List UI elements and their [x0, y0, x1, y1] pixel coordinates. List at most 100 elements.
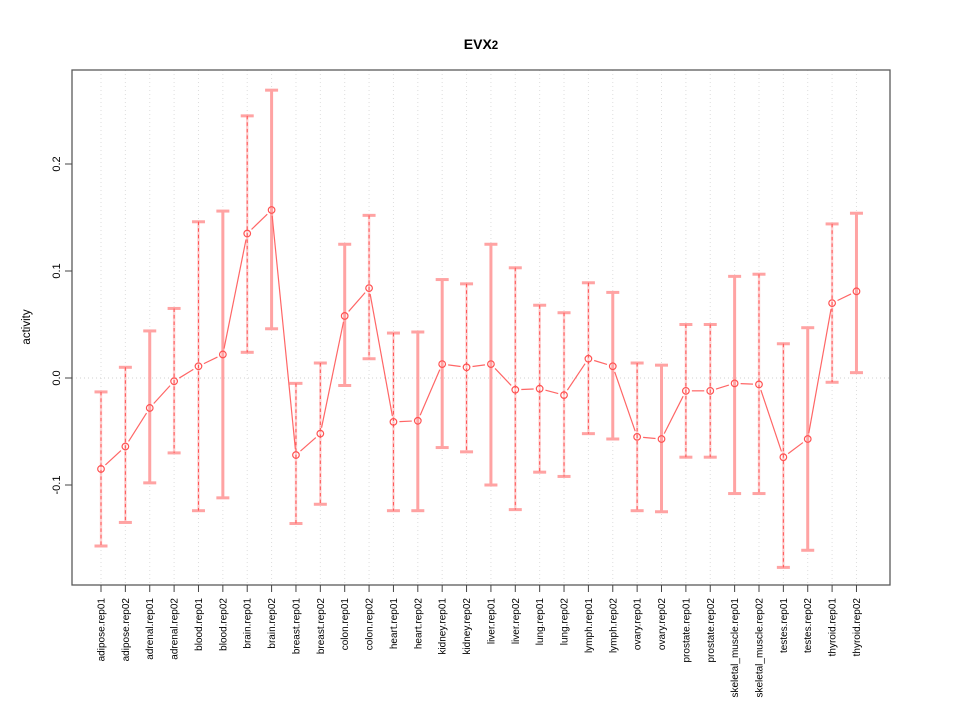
y-tick-label: 0.0 [51, 370, 63, 385]
connector-segment [545, 389, 559, 395]
connector-segment [153, 385, 171, 404]
data-point-marker [438, 360, 447, 368]
data-point-marker [535, 384, 544, 393]
x-axis-ticks: adipose.rep01 adipose.rep02 adrenal.rep01 a… [97, 585, 863, 698]
connector-segment [472, 364, 486, 368]
connector-segment [521, 388, 534, 391]
connector-segment [837, 293, 852, 302]
data-point-marker [852, 287, 861, 296]
x-tick-label: colon.rep02 [365, 598, 376, 651]
data-point-marker [413, 416, 422, 425]
x-tick-label: ovary.rep01 [633, 598, 644, 651]
connector-segment [128, 412, 148, 442]
x-tick-label: breast.rep02 [316, 598, 327, 655]
connector-segment [223, 239, 247, 349]
x-tick-label: skeletal_muscle.rep01 [730, 598, 741, 698]
data-point-marker [779, 453, 788, 462]
data-point-marker [462, 363, 471, 372]
data-point-marker [340, 312, 349, 320]
x-tick-label: adrenal.rep02 [170, 598, 181, 660]
connector-segment [663, 395, 684, 434]
data-point-marker [828, 299, 836, 308]
x-tick-label: kidney.rep01 [438, 598, 449, 655]
data-point-marker [145, 404, 154, 412]
data-point-marker [487, 360, 495, 368]
y-tick-label: -0.1 [51, 476, 63, 495]
x-tick-label: thyroid.rep01 [828, 598, 839, 657]
x-tick-label: prostate.rep01 [681, 598, 692, 663]
plot-frame [71, 69, 891, 586]
connector-segment [715, 384, 730, 390]
x-tick-label: kidney.rep02 [462, 598, 473, 655]
x-tick-label: lymph.rep01 [584, 598, 595, 653]
connector-segment [399, 420, 412, 423]
data-point-marker [608, 362, 617, 371]
x-tick-label: liver.rep01 [486, 598, 497, 645]
data-point-marker [243, 229, 252, 238]
connector-segment [448, 364, 461, 368]
connector-segment [348, 292, 366, 312]
data-point-marker [755, 380, 763, 389]
x-tick-label: brain.rep02 [267, 598, 278, 649]
x-tick-label: heart.rep01 [389, 598, 400, 650]
x-tick-label: adipose.rep02 [121, 598, 132, 662]
x-tick-label: thyroid.rep02 [852, 598, 863, 657]
x-tick-label: testes.rep01 [779, 598, 790, 653]
connector-segment [808, 308, 832, 434]
connector-segment [178, 368, 194, 379]
connector-segment [643, 436, 656, 440]
data-point-marker [584, 354, 593, 363]
data-point-marker [706, 386, 715, 395]
connector-segment [251, 213, 268, 230]
chart-title-suffix: 2 [492, 40, 498, 52]
connector-segment [566, 363, 586, 391]
data-point-marker [170, 377, 179, 386]
data-point-marker [730, 379, 739, 388]
data-point-marker [97, 465, 105, 473]
y-axis-ticks: -0.1 0.0 0.1 0.2 [51, 156, 72, 494]
data-point-marker [803, 435, 812, 443]
error-bars-layer [94, 88, 863, 569]
x-tick-label: blood.rep02 [218, 598, 229, 651]
connector-segment [494, 368, 512, 386]
x-tick-label: blood.rep01 [194, 598, 205, 651]
connector-segment [593, 359, 608, 366]
x-tick-label: ovary.rep02 [657, 598, 668, 651]
data-point-marker [633, 432, 642, 441]
gridlines-layer [100, 70, 857, 585]
connector-segment [105, 450, 122, 466]
connector-segment [740, 383, 754, 385]
data-point-marker [316, 429, 325, 438]
x-tick-label: skeletal_muscle.rep02 [754, 598, 765, 698]
x-tick-label: colon.rep01 [340, 598, 351, 651]
connector-segment [300, 437, 317, 452]
chart-title-main: EVX [464, 36, 493, 52]
x-tick-label: adipose.rep01 [97, 598, 108, 662]
y-tick-label: 0.2 [51, 156, 63, 171]
data-point-marker [121, 442, 130, 451]
x-tick-label: lung.rep02 [560, 598, 571, 646]
y-tick-label: 0.1 [51, 263, 63, 278]
connector-segment [203, 356, 218, 365]
x-tick-label: testes.rep02 [803, 598, 814, 653]
data-point-marker [389, 417, 398, 426]
x-tick-label: prostate.rep02 [706, 598, 717, 663]
chart-title: EVX2 [464, 36, 498, 52]
x-tick-label: lung.rep01 [535, 598, 546, 646]
data-point-marker [681, 386, 690, 395]
x-tick-label: breast.rep01 [291, 598, 302, 655]
data-points-layer [97, 206, 861, 473]
connector-segment [369, 293, 393, 417]
x-tick-label: liver.rep02 [511, 598, 522, 645]
data-point-marker [194, 362, 203, 371]
data-point-marker [657, 435, 666, 443]
connector-segment [320, 321, 345, 428]
connector-segment [760, 389, 783, 452]
x-tick-label: heart.rep02 [413, 598, 424, 650]
y-axis-label: activity [21, 309, 33, 344]
data-point-marker [365, 284, 373, 293]
data-point-marker [292, 451, 300, 459]
data-point-marker [560, 391, 568, 400]
